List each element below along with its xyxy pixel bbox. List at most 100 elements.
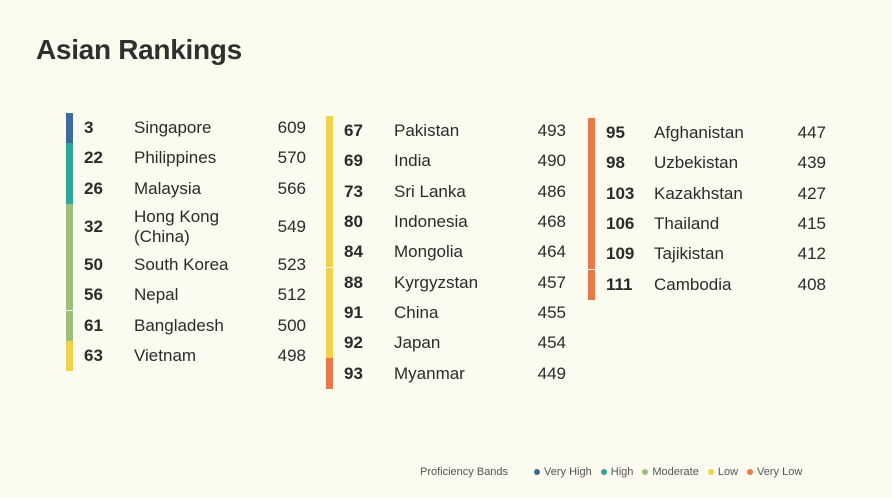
score: 447 <box>797 123 826 143</box>
ranking-row: 103 Kazakhstan 427 <box>588 178 838 209</box>
rank: 103 <box>606 183 635 203</box>
ranking-row: 32 Hong Kong (China) 549 <box>66 203 316 250</box>
country-name: Kazakhstan <box>654 183 743 203</box>
ranking-row: 88 Kyrgyzstan 457 <box>326 267 576 298</box>
score: 523 <box>277 255 306 275</box>
score: 498 <box>277 345 306 365</box>
score: 457 <box>537 272 566 292</box>
legend-label: Moderate <box>652 466 699 478</box>
country-name: Afghanistan <box>654 123 744 143</box>
score: 464 <box>537 242 566 262</box>
ranking-row: 111 Cambodia 408 <box>588 269 838 300</box>
score: 566 <box>277 178 306 198</box>
score: 493 <box>537 121 566 141</box>
band-bar <box>326 146 333 177</box>
ranking-row: 63 Vietnam 498 <box>66 340 316 372</box>
ranking-row: 93 Myanmar 449 <box>326 358 576 389</box>
score: 490 <box>537 151 566 171</box>
score: 427 <box>797 183 826 203</box>
rank: 73 <box>344 181 363 201</box>
rank: 95 <box>606 123 625 143</box>
band-bar <box>66 173 73 204</box>
score: 468 <box>537 212 566 232</box>
country-name: Myanmar <box>394 363 465 383</box>
country-name: Tajikistan <box>654 244 724 264</box>
country-name: Kyrgyzstan <box>394 272 479 292</box>
rank: 56 <box>84 285 103 305</box>
rank: 92 <box>344 333 363 353</box>
rank: 50 <box>84 255 103 275</box>
rank: 3 <box>84 118 94 138</box>
rank: 63 <box>84 345 103 365</box>
score: 415 <box>797 214 826 234</box>
rank: 26 <box>84 178 103 198</box>
rank: 69 <box>344 151 363 171</box>
band-bar <box>326 267 333 298</box>
country-name: Malaysia <box>134 178 202 198</box>
legend-label: Low <box>717 466 739 478</box>
score: 439 <box>797 153 826 173</box>
band-bar <box>588 178 595 209</box>
ranking-row: 3 Singapore 609 <box>66 113 316 144</box>
legend-item: Low <box>707 466 739 478</box>
band-bar <box>588 269 595 300</box>
legend-title: Proficiency Bands <box>420 466 509 478</box>
band-bar <box>66 203 73 250</box>
rank: 22 <box>84 148 103 168</box>
legend-dot-icon <box>534 469 541 475</box>
country-name: China <box>394 302 439 322</box>
country-name: Indonesia <box>394 212 468 232</box>
score: 449 <box>537 363 566 383</box>
score: 609 <box>277 118 306 138</box>
country-name: Japan <box>394 333 441 353</box>
rank: 109 <box>606 244 635 264</box>
ranking-row: 73 Sri Lanka 486 <box>326 176 576 207</box>
rank: 106 <box>606 214 635 234</box>
country-name: Philippines <box>134 148 217 168</box>
score: 454 <box>537 333 566 353</box>
ranking-row: 61 Bangladesh 500 <box>66 310 316 341</box>
ranking-row: 67 Pakistan 493 <box>326 116 576 147</box>
band-bar <box>66 249 73 281</box>
ranking-row: 56 Nepal 512 <box>66 280 316 311</box>
ranking-row: 95 Afghanistan 447 <box>588 118 838 149</box>
rank: 98 <box>606 153 625 173</box>
country-name: Vietnam <box>134 345 197 365</box>
score: 500 <box>277 315 306 335</box>
country-name: Uzbekistan <box>654 153 739 173</box>
ranking-row: 80 Indonesia 468 <box>326 206 576 238</box>
rank: 80 <box>344 212 363 232</box>
score: 570 <box>277 148 306 168</box>
ranking-row: 50 South Korea 523 <box>66 249 316 281</box>
country-name: Nepal <box>134 285 179 305</box>
legend-dot-icon <box>642 469 649 475</box>
band-bar <box>588 148 595 179</box>
score: 455 <box>537 302 566 322</box>
band-bar <box>326 206 333 238</box>
rank: 88 <box>344 272 363 292</box>
score: 486 <box>537 181 566 201</box>
score: 408 <box>797 274 826 294</box>
page-title: Asian Rankings <box>36 34 242 65</box>
legend-label: High <box>610 466 634 478</box>
band-bar <box>66 310 73 341</box>
legend-item: Moderate <box>642 466 699 478</box>
rank: 67 <box>344 121 363 141</box>
country-name: Sri Lanka <box>394 181 466 201</box>
band-bar <box>588 118 595 149</box>
band-bar <box>326 358 333 389</box>
legend-label: Very Low <box>757 466 803 478</box>
country-name: Thailand <box>654 214 720 234</box>
ranking-row: 69 India 490 <box>326 146 576 177</box>
band-bar <box>588 239 595 270</box>
band-bar <box>326 176 333 207</box>
rank: 84 <box>344 242 363 262</box>
band-bar <box>66 113 73 144</box>
ranking-row: 22 Philippines 570 <box>66 143 316 174</box>
ranking-row: 98 Uzbekistan 439 <box>588 148 838 179</box>
band-bar <box>66 340 73 372</box>
legend-dot-icon <box>600 469 607 475</box>
ranking-row: 26 Malaysia 566 <box>66 173 316 204</box>
rank: 91 <box>344 302 363 322</box>
rank: 111 <box>606 274 633 294</box>
